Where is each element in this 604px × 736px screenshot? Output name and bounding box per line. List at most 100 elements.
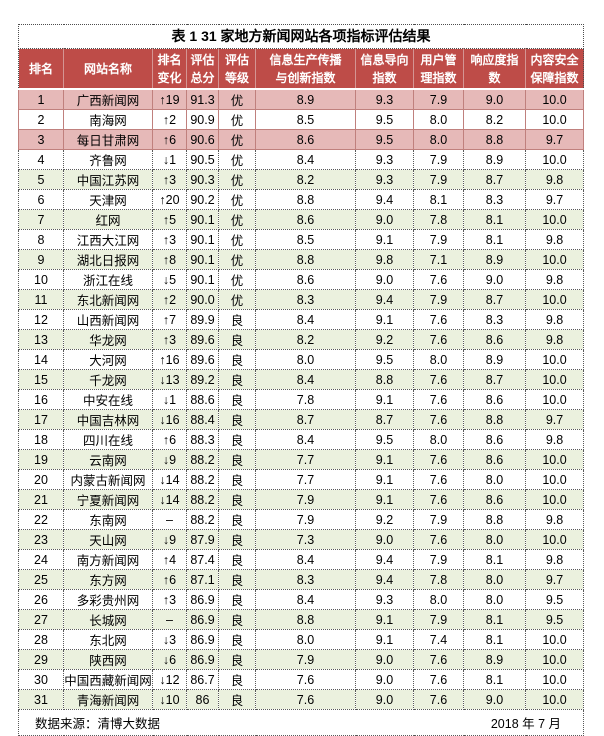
index-score-cell: 9.4 bbox=[355, 189, 414, 210]
table-row: 4 齐鲁网 ↓1 90.5 优 8.4 9.3 7.9 8.9 10.0 bbox=[18, 149, 585, 170]
index-score-cell: 8.6 bbox=[255, 209, 356, 230]
table-row: 12 山西新闻网 ↑7 89.9 良 8.4 9.1 7.6 8.3 9.8 bbox=[18, 309, 585, 330]
index-score-cell: 8.7 bbox=[463, 369, 526, 390]
site-name-cell: 四川在线 bbox=[63, 429, 153, 450]
site-name-cell: 天津网 bbox=[63, 189, 153, 210]
rank-cell: 5 bbox=[18, 169, 64, 190]
rank-cell: 28 bbox=[18, 629, 64, 650]
index-score-cell: 7.9 bbox=[413, 149, 464, 170]
index-score-cell: 8.6 bbox=[463, 329, 526, 350]
index-score-cell: 10.0 bbox=[524, 469, 585, 490]
index-score-cell: 7.9 bbox=[255, 649, 356, 670]
index-score-cell: 8.8 bbox=[355, 369, 414, 390]
index-score-cell: 8.7 bbox=[463, 169, 526, 190]
table-row: 13 华龙网 ↑3 89.6 良 8.2 9.2 7.6 8.6 9.8 bbox=[18, 329, 585, 350]
total-score-cell: 90.1 bbox=[186, 209, 219, 230]
site-name-cell: 红网 bbox=[63, 209, 153, 230]
rank-cell: 7 bbox=[18, 209, 64, 230]
total-score-cell: 89.9 bbox=[186, 309, 219, 330]
grade-cell: 良 bbox=[218, 689, 256, 710]
index-score-cell: 8.0 bbox=[413, 129, 464, 150]
column-header-info-production: 信息生产传播 与创新指数 bbox=[255, 48, 356, 90]
index-score-cell: 10.0 bbox=[524, 209, 585, 230]
total-score-cell: 88.2 bbox=[186, 489, 219, 510]
index-score-cell: 9.7 bbox=[524, 409, 585, 430]
rank-cell: 30 bbox=[18, 669, 64, 690]
index-score-cell: 8.4 bbox=[255, 549, 356, 570]
index-score-cell: 8.7 bbox=[463, 289, 526, 310]
index-score-cell: 7.1 bbox=[413, 249, 464, 270]
rank-change-cell: ↑16 bbox=[152, 349, 187, 370]
index-score-cell: 8.1 bbox=[413, 189, 464, 210]
table-row: 18 四川在线 ↑6 88.3 良 8.4 9.5 8.0 8.6 9.8 bbox=[18, 429, 585, 450]
site-name-cell: 宁夏新闻网 bbox=[63, 489, 153, 510]
table-row: 29 陕西网 ↓6 86.9 良 7.9 9.0 7.6 8.9 10.0 bbox=[18, 649, 585, 670]
index-score-cell: 8.0 bbox=[463, 529, 526, 550]
index-score-cell: 10.0 bbox=[524, 369, 585, 390]
index-score-cell: 9.3 bbox=[355, 169, 414, 190]
column-header-site-name: 网站名称 bbox=[63, 48, 153, 90]
total-score-cell: 90.2 bbox=[186, 189, 219, 210]
index-score-cell: 8.1 bbox=[463, 629, 526, 650]
index-score-cell: 9.1 bbox=[355, 609, 414, 630]
index-score-cell: 10.0 bbox=[524, 529, 585, 550]
index-score-cell: 9.0 bbox=[355, 209, 414, 230]
total-score-cell: 90.1 bbox=[186, 249, 219, 270]
index-score-cell: 10.0 bbox=[524, 449, 585, 470]
rank-cell: 14 bbox=[18, 349, 64, 370]
site-name-cell: 南方新闻网 bbox=[63, 549, 153, 570]
index-score-cell: 7.8 bbox=[413, 209, 464, 230]
rank-cell: 20 bbox=[18, 469, 64, 490]
index-score-cell: 7.6 bbox=[255, 669, 356, 690]
data-source-note: 数据来源：清博大数据 bbox=[18, 709, 256, 736]
total-score-cell: 90.0 bbox=[186, 289, 219, 310]
rank-cell: 22 bbox=[18, 509, 64, 530]
rank-cell: 13 bbox=[18, 329, 64, 350]
rank-cell: 27 bbox=[18, 609, 64, 630]
index-score-cell: 8.0 bbox=[413, 589, 464, 610]
index-score-cell: 7.9 bbox=[413, 509, 464, 530]
site-name-cell: 长城网 bbox=[63, 609, 153, 630]
grade-cell: 良 bbox=[218, 349, 256, 370]
title-row: 表 1 31 家地方新闻网站各项指标评估结果 bbox=[17, 24, 585, 49]
table-row: 16 中安在线 ↓1 88.6 良 7.8 9.1 7.6 8.6 10.0 bbox=[18, 389, 585, 410]
table-row: 15 千龙网 ↓13 89.2 良 8.4 8.8 7.6 8.7 10.0 bbox=[18, 369, 585, 390]
index-score-cell: 8.0 bbox=[413, 429, 464, 450]
grade-cell: 良 bbox=[218, 549, 256, 570]
site-name-cell: 广西新闻网 bbox=[63, 88, 153, 110]
index-score-cell: 7.6 bbox=[413, 269, 464, 290]
site-name-cell: 湖北日报网 bbox=[63, 249, 153, 270]
rank-cell: 6 bbox=[18, 189, 64, 210]
index-score-cell: 10.0 bbox=[524, 669, 585, 690]
rank-change-cell: ↓5 bbox=[152, 269, 187, 290]
index-score-cell: 9.3 bbox=[355, 149, 414, 170]
grade-cell: 良 bbox=[218, 529, 256, 550]
index-score-cell: 9.8 bbox=[524, 549, 585, 570]
rank-cell: 21 bbox=[18, 489, 64, 510]
index-score-cell: 7.4 bbox=[413, 629, 464, 650]
index-score-cell: 10.0 bbox=[524, 289, 585, 310]
index-score-cell: 8.9 bbox=[463, 249, 526, 270]
grade-cell: 优 bbox=[218, 249, 256, 270]
index-score-cell: 8.0 bbox=[255, 349, 356, 370]
index-score-cell: 8.6 bbox=[255, 129, 356, 150]
index-score-cell: 7.6 bbox=[413, 529, 464, 550]
site-name-cell: 多彩贵州网 bbox=[63, 589, 153, 610]
index-score-cell: 8.0 bbox=[413, 349, 464, 370]
rank-cell: 31 bbox=[18, 689, 64, 710]
rank-cell: 4 bbox=[18, 149, 64, 170]
site-name-cell: 华龙网 bbox=[63, 329, 153, 350]
index-score-cell: 10.0 bbox=[524, 629, 585, 650]
rank-change-cell: ↑8 bbox=[152, 249, 187, 270]
rank-cell: 24 bbox=[18, 549, 64, 570]
rank-change-cell: ↑6 bbox=[152, 569, 187, 590]
index-score-cell: 10.0 bbox=[524, 689, 585, 710]
index-score-cell: 7.3 bbox=[255, 529, 356, 550]
index-score-cell: 8.4 bbox=[255, 369, 356, 390]
index-score-cell: 9.5 bbox=[524, 609, 585, 630]
index-score-cell: 8.8 bbox=[463, 409, 526, 430]
index-score-cell: 8.2 bbox=[255, 329, 356, 350]
grade-cell: 良 bbox=[218, 609, 256, 630]
grade-cell: 良 bbox=[218, 329, 256, 350]
index-score-cell: 7.6 bbox=[413, 329, 464, 350]
